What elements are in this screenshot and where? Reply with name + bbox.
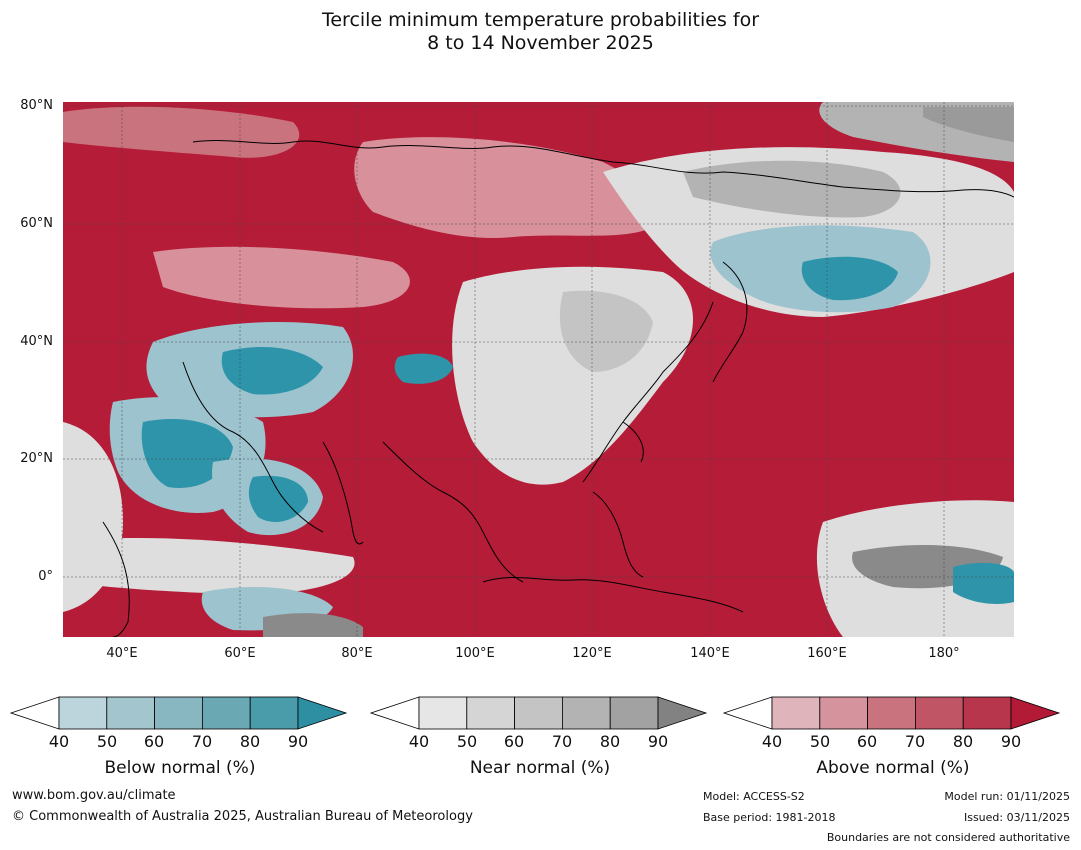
colorbar-low-arrow <box>10 696 60 730</box>
colorbar-below <box>10 696 348 730</box>
legend-tick: 70 <box>551 732 573 751</box>
legend-tick: 40 <box>761 732 783 751</box>
far-east-dark-grey <box>683 160 901 218</box>
okhotsk-below-dark <box>801 256 898 301</box>
legend-tick: 50 <box>456 732 478 751</box>
base-period-text: Base period: 1981-2018 <box>703 811 836 824</box>
lon-label-60e: 60°E <box>224 646 256 661</box>
colorbar-near <box>370 696 708 730</box>
east-asia-grey-mid <box>559 290 653 372</box>
colorbar-high-arrow <box>297 696 348 730</box>
colorbar-segment <box>771 696 821 730</box>
legend-tick: 50 <box>96 732 118 751</box>
colorbar-segment <box>514 696 563 730</box>
copyright-text: © Commonwealth of Australia 2025, Austra… <box>12 809 473 824</box>
arabian-sea-below-dark <box>248 475 308 522</box>
legend-tick: 40 <box>48 732 70 751</box>
lon-label-40e: 40°E <box>106 646 138 661</box>
legend-title-above: Above normal (%) <box>816 758 970 778</box>
legend-tick: 90 <box>1000 732 1022 751</box>
colorbar-above <box>723 696 1061 730</box>
colorbar-high-arrow <box>1010 696 1061 730</box>
colorbar-segment <box>466 696 516 730</box>
colorbar-segment <box>106 696 156 730</box>
legend-tick: 70 <box>904 732 926 751</box>
lat-label-40n: 40°N <box>20 334 53 349</box>
colorbar-segment <box>249 696 299 730</box>
model-run-text: Model run: 01/11/2025 <box>944 790 1070 803</box>
lat-label-60n: 60°N <box>20 216 53 231</box>
siberia-pink-zone <box>354 137 656 238</box>
colorbar-low-arrow <box>723 696 773 730</box>
colorbar-segment <box>962 696 1012 730</box>
model-text: Model: ACCESS-S2 <box>703 790 805 803</box>
legend-tick: 80 <box>599 732 621 751</box>
lon-label-180: 180° <box>928 646 960 661</box>
colorbar-segment <box>609 696 659 730</box>
map-canvas <box>63 102 1014 637</box>
title-line-1: Tercile minimum temperature probabilitie… <box>321 9 760 31</box>
lon-label-80e: 80°E <box>341 646 373 661</box>
colorbar-segment <box>154 696 203 730</box>
lat-label-0: 0° <box>38 569 53 584</box>
colorbar-segment <box>914 696 964 730</box>
legend-tick: 80 <box>952 732 974 751</box>
colorbar-segment <box>201 696 251 730</box>
legend-tick: 60 <box>856 732 878 751</box>
lon-label-160e: 160°E <box>807 646 847 661</box>
probability-map <box>63 102 1014 637</box>
legend-tick: 40 <box>408 732 430 751</box>
colorbar-segment <box>819 696 869 730</box>
central-asia-pink-zone <box>153 246 410 309</box>
lat-label-20n: 20°N <box>20 451 53 466</box>
colorbar-low-arrow <box>370 696 420 730</box>
graticule <box>63 102 1014 637</box>
legend-title-near: Near normal (%) <box>469 758 611 778</box>
chart-title: Tercile minimum temperature probabilitie… <box>0 9 1081 55</box>
legend-tick: 90 <box>647 732 669 751</box>
legend-above-normal: 40 50 60 70 80 90 Above normal (%) <box>723 694 1063 786</box>
legend-tick: 50 <box>809 732 831 751</box>
coastlines <box>102 140 1014 637</box>
lat-label-80n: 80°N <box>20 98 53 113</box>
title-line-2: 8 to 14 November 2025 <box>427 32 654 54</box>
iran-below-dark <box>221 347 323 395</box>
issued-text: Issued: 03/11/2025 <box>963 811 1070 824</box>
colorbar-segment <box>867 696 916 730</box>
lon-label-140e: 140°E <box>690 646 730 661</box>
legend-tick: 70 <box>191 732 213 751</box>
colorbar-segment <box>561 696 611 730</box>
lon-label-120e: 120°E <box>572 646 612 661</box>
colorbar-segment <box>58 696 108 730</box>
legend-tick: 90 <box>287 732 309 751</box>
legend-tick: 60 <box>503 732 525 751</box>
arctic-dark-grey <box>923 107 1014 142</box>
legend-title-below: Below normal (%) <box>104 758 256 778</box>
legend-below-normal: 40 50 60 70 80 90 Below normal (%) <box>10 694 350 786</box>
tarim-below-dark <box>394 353 453 384</box>
disclaimer-text: Boundaries are not considered authoritat… <box>826 831 1070 844</box>
equatorial-grey-strip <box>63 537 355 594</box>
legend-tick: 80 <box>239 732 261 751</box>
lon-label-100e: 100°E <box>455 646 495 661</box>
south-indian-grey-dark <box>263 613 363 637</box>
arabia-below-dark <box>141 419 233 488</box>
website-link[interactable]: www.bom.gov.au/climate <box>12 788 176 803</box>
legend-near-normal: 40 50 60 70 80 90 Near normal (%) <box>370 694 710 786</box>
pacific-below <box>953 562 1014 604</box>
legend-tick: 60 <box>143 732 165 751</box>
colorbar-segment <box>418 696 468 730</box>
colorbar-high-arrow <box>657 696 708 730</box>
